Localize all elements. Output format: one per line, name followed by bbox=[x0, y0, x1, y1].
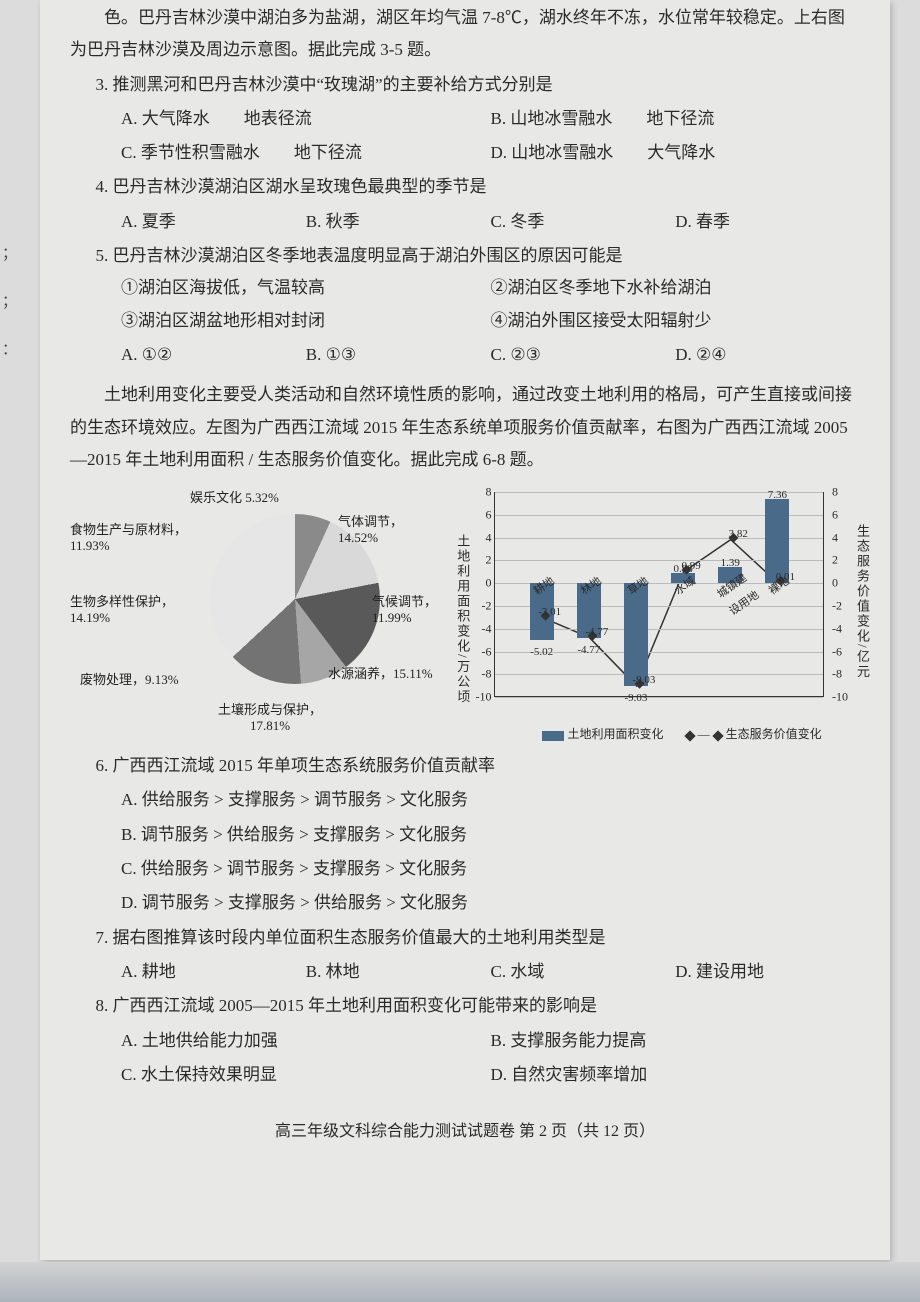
page-footer: 高三年级文科综合能力测试试题卷 第 2 页（共 12 页） bbox=[70, 1117, 860, 1147]
scan-bottom-edge bbox=[0, 1262, 920, 1302]
q5-opt-d[interactable]: D. ②④ bbox=[675, 339, 860, 371]
pie-lbl-bio: 生物多样性保护，14.19% bbox=[70, 594, 180, 627]
q5-stmt-4: ④湖泊外围区接受太阳辐射少 bbox=[491, 305, 861, 337]
q3-opt-a[interactable]: A. 大气降水 地表径流 bbox=[121, 103, 491, 135]
pie-lbl-gas: 气体调节，14.52% bbox=[338, 514, 440, 547]
pie-lbl-water: 水源涵养，15.11% bbox=[328, 666, 433, 682]
legend-bar-swatch bbox=[542, 731, 564, 741]
q4-opt-b[interactable]: B. 秋季 bbox=[306, 206, 491, 238]
q5-stem: 5. 巴丹吉林沙漠湖泊区冬季地表温度明显高于湖泊外围区的原因可能是 bbox=[96, 240, 861, 272]
q8-opt-a[interactable]: A. 土地供给能力加强 bbox=[121, 1025, 491, 1057]
legend-bar-label: 土地利用面积变化 bbox=[568, 727, 664, 741]
q7-opt-b[interactable]: B. 林地 bbox=[306, 956, 491, 988]
y-axis-left-label: 土地利用面积变化/万公顷 bbox=[450, 534, 475, 705]
pie-lbl-food: 食物生产与原材料，11.93% bbox=[70, 522, 190, 555]
q4-opt-a[interactable]: A. 夏季 bbox=[121, 206, 306, 238]
q7-opt-d[interactable]: D. 建设用地 bbox=[675, 956, 860, 988]
q5-stmt-2: ②湖泊区冬季地下水补给湖泊 bbox=[491, 272, 861, 304]
charts-row: 娱乐文化 5.32% 气体调节，14.52% 气候调节，11.99% 水源涵养，… bbox=[70, 484, 860, 744]
q6-stem: 6. 广西西江流域 2015 年单项生态系统服务价值贡献率 bbox=[96, 750, 861, 782]
q8-opt-b[interactable]: B. 支撑服务能力提高 bbox=[491, 1025, 861, 1057]
q7-stem: 7. 据右图推算该时段内单位面积生态服务价值最大的土地利用类型是 bbox=[96, 922, 861, 954]
q5-opt-c[interactable]: C. ②③ bbox=[491, 339, 676, 371]
q5-stmt-3: ③湖泊区湖盆地形相对封闭 bbox=[121, 305, 491, 337]
passage-intro-top: 色。巴丹吉林沙漠中湖泊多为盐湖，湖区年均气温 7-8℃，湖水终年不冻，水位常年较… bbox=[70, 2, 860, 67]
q6-opt-c[interactable]: C. 供给服务 > 调节服务 > 支撑服务 > 文化服务 bbox=[121, 853, 860, 885]
q6-opt-d[interactable]: D. 调节服务 > 支撑服务 > 供给服务 > 文化服务 bbox=[121, 887, 860, 919]
q4-opt-d[interactable]: D. 春季 bbox=[675, 206, 860, 238]
q3-opt-d[interactable]: D. 山地冰雪融水 大气降水 bbox=[491, 137, 861, 169]
q4-stem: 4. 巴丹吉林沙漠湖泊区湖水呈玫瑰色最典型的季节是 bbox=[96, 171, 861, 203]
q4-opt-c[interactable]: C. 冬季 bbox=[491, 206, 676, 238]
binding-marks: ；；： bbox=[2, 230, 17, 374]
q3-opt-c[interactable]: C. 季节性积雪融水 地下径流 bbox=[121, 137, 491, 169]
q7-opt-c[interactable]: C. 水域 bbox=[491, 956, 676, 988]
chart-legend: 土地利用面积变化 —生态服务价值变化 bbox=[542, 723, 822, 746]
q7-opt-a[interactable]: A. 耕地 bbox=[121, 956, 306, 988]
q3-opt-b[interactable]: B. 山地冰雪融水 地下径流 bbox=[491, 103, 861, 135]
exam-page: 色。巴丹吉林沙漠中湖泊多为盐湖，湖区年均气温 7-8℃，湖水终年不冻，水位常年较… bbox=[40, 0, 890, 1260]
q6-opt-a[interactable]: A. 供给服务 > 支撑服务 > 调节服务 > 文化服务 bbox=[121, 784, 860, 816]
plot-area: -5.02耕地-3.01-4.77林地-4.77-9.03草地-9.030.88… bbox=[494, 492, 824, 697]
q5-opt-a[interactable]: A. ①② bbox=[121, 339, 306, 371]
q5-stmt-1: ①湖泊区海拔低，气温较高 bbox=[121, 272, 491, 304]
q3-stem: 3. 推测黑河和巴丹吉林沙漠中“玫瑰湖”的主要补给方式分别是 bbox=[96, 69, 861, 101]
pie-lbl-ent: 娱乐文化 5.32% bbox=[190, 490, 279, 506]
q5-opt-b[interactable]: B. ①③ bbox=[306, 339, 491, 371]
pie-lbl-climate: 气候调节，11.99% bbox=[372, 594, 440, 627]
passage-intro-mid: 土地利用变化主要受人类活动和自然环境性质的影响，通过改变土地利用的格局，可产生直… bbox=[70, 379, 860, 476]
q6-opt-b[interactable]: B. 调节服务 > 供给服务 > 支撑服务 > 文化服务 bbox=[121, 819, 860, 851]
q8-stem: 8. 广西西江流域 2005—2015 年土地利用面积变化可能带来的影响是 bbox=[96, 990, 861, 1022]
pie-chart: 娱乐文化 5.32% 气体调节，14.52% 气候调节，11.99% 水源涵养，… bbox=[70, 484, 440, 734]
legend-line-swatch bbox=[684, 730, 695, 741]
q8-opt-c[interactable]: C. 水土保持效果明显 bbox=[121, 1059, 491, 1091]
bar-line-chart: 土地利用面积变化/万公顷 生态服务价值变化/亿元 -5.02耕地-3.01-4.… bbox=[452, 484, 860, 744]
q8-opt-d[interactable]: D. 自然灾害频率增加 bbox=[491, 1059, 861, 1091]
pie-lbl-waste: 废物处理，9.13% bbox=[80, 672, 179, 688]
pie-lbl-soil: 土壤形成与保护，17.81% bbox=[200, 702, 340, 735]
legend-line-label: 生态服务价值变化 bbox=[726, 727, 822, 741]
